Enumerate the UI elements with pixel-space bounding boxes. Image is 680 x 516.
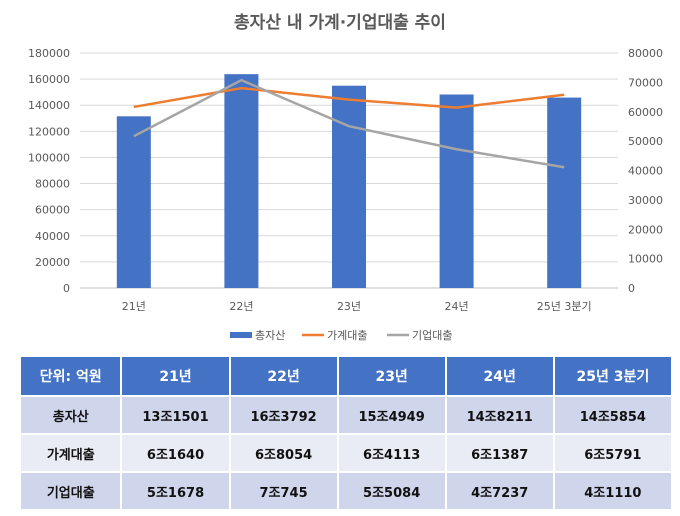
left-axis-tick: 60000 — [35, 204, 70, 217]
cell: 5조5084 — [338, 473, 445, 509]
right-axis-tick: 0 — [628, 282, 635, 295]
header-cell: 단위: 억원 — [21, 357, 121, 395]
left-axis-tick: 120000 — [28, 125, 70, 138]
cell: 6조8054 — [230, 435, 337, 471]
right-axis-tick: 40000 — [628, 165, 663, 178]
cell: 14조5854 — [554, 397, 671, 433]
cell: 6조5791 — [554, 435, 671, 471]
cell: 4조1110 — [554, 473, 671, 509]
legend-label: 가계대출 — [327, 329, 367, 342]
right-axis-tick: 60000 — [628, 106, 663, 119]
cell: 6조1640 — [122, 435, 229, 471]
bar-총자산 — [332, 85, 366, 288]
chart-title: 총자산 내 가계·기업대출 추이 — [234, 13, 446, 33]
left-axis-tick: 140000 — [28, 99, 70, 112]
left-axis-tick: 180000 — [28, 47, 70, 60]
table-row: 기업대출 5조1678 7조745 5조5084 4조7237 4조1110 — [21, 473, 671, 509]
x-axis-tick: 23년 — [337, 300, 361, 313]
combo-chart: 0200004000060000800001000001200001400001… — [28, 47, 663, 342]
left-axis-tick: 160000 — [28, 73, 70, 86]
bar-총자산 — [224, 74, 259, 288]
header-cell: 24년 — [446, 357, 553, 395]
table-header-row: 단위: 억원 21년 22년 23년 24년 25년 3분기 — [21, 357, 671, 395]
legend-label: 총자산 — [255, 329, 285, 342]
x-axis-tick: 25년 3분기 — [537, 300, 592, 313]
cell: 13조1501 — [122, 397, 229, 433]
row-label: 가계대출 — [21, 435, 121, 471]
bar-총자산 — [116, 116, 151, 288]
right-axis-tick: 50000 — [628, 135, 663, 148]
header-cell: 22년 — [230, 357, 337, 395]
right-axis-tick: 20000 — [628, 223, 663, 236]
left-axis-tick: 40000 — [35, 230, 70, 243]
cell: 4조7237 — [446, 473, 553, 509]
legend-label: 기업대출 — [412, 329, 452, 342]
right-axis-tick: 80000 — [628, 47, 663, 60]
header-cell: 23년 — [338, 357, 445, 395]
cell: 6조4113 — [338, 435, 445, 471]
legend-swatch — [230, 332, 252, 338]
cell: 7조745 — [230, 473, 337, 509]
cell: 16조3792 — [230, 397, 337, 433]
cell: 14조8211 — [446, 397, 553, 433]
cell: 5조1678 — [122, 473, 229, 509]
x-axis-tick: 24년 — [445, 300, 469, 313]
data-table: 단위: 억원 21년 22년 23년 24년 25년 3분기 총자산 13조15… — [19, 355, 673, 511]
row-label: 총자산 — [21, 397, 121, 433]
right-axis-tick: 30000 — [628, 194, 663, 207]
left-axis-tick: 100000 — [28, 151, 70, 164]
bar-총자산 — [547, 97, 582, 288]
row-label: 기업대출 — [21, 473, 121, 509]
x-axis-tick: 21년 — [122, 300, 146, 313]
left-axis-tick: 80000 — [35, 178, 70, 191]
left-axis-tick: 20000 — [35, 256, 70, 269]
bar-총자산 — [439, 94, 474, 288]
x-axis-tick: 22년 — [229, 300, 253, 313]
right-axis-tick: 70000 — [628, 76, 663, 89]
left-axis-tick: 0 — [63, 282, 70, 295]
table-row: 총자산 13조1501 16조3792 15조4949 14조8211 14조5… — [21, 397, 671, 433]
cell: 15조4949 — [338, 397, 445, 433]
header-cell: 25년 3분기 — [554, 357, 671, 395]
header-cell: 21년 — [122, 357, 229, 395]
table-row: 가계대출 6조1640 6조8054 6조4113 6조1387 6조5791 — [21, 435, 671, 471]
right-axis-tick: 10000 — [628, 253, 663, 266]
cell: 6조1387 — [446, 435, 553, 471]
